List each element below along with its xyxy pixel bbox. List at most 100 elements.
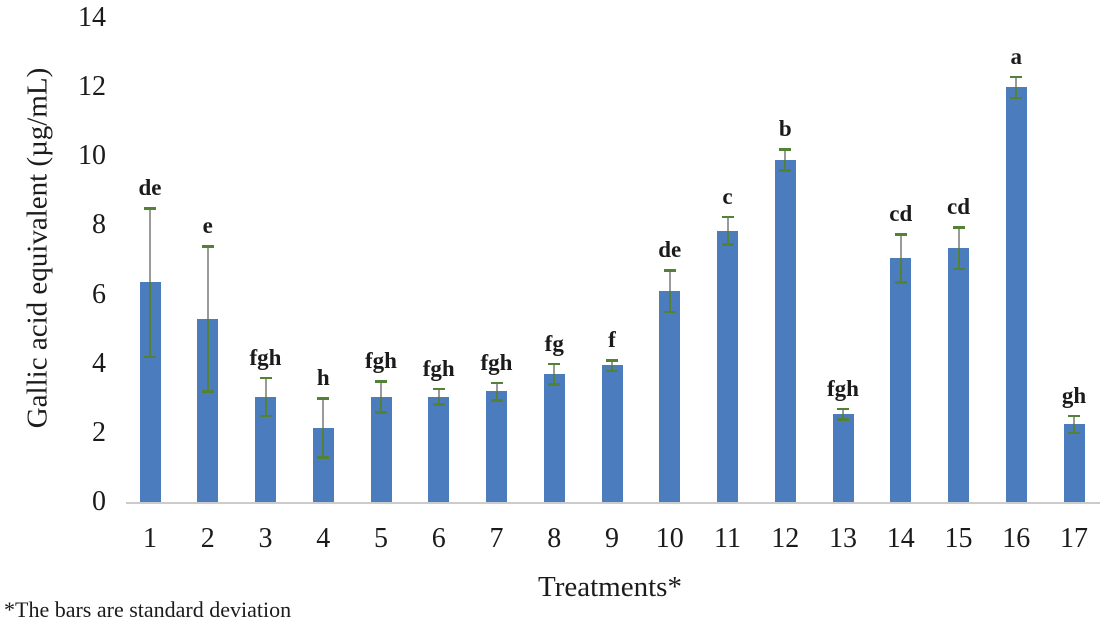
x-tick-label: 14 xyxy=(886,523,915,554)
significance-letter: f xyxy=(608,327,616,353)
x-tick-label: 15 xyxy=(944,523,973,554)
y-tick-label: 14 xyxy=(78,2,106,34)
error-bar-lower-stem xyxy=(1015,87,1018,98)
x-tick-label: 13 xyxy=(829,523,857,554)
significance-letter: fgh xyxy=(365,348,397,373)
significance-letter: cd xyxy=(947,194,970,220)
error-bar-top-cap xyxy=(1010,75,1023,79)
error-bar-lower-stem xyxy=(784,159,787,171)
x-tick-label: 1 xyxy=(143,523,157,554)
significance-letter: b xyxy=(778,116,792,142)
x-tick-label: 5 xyxy=(374,523,388,554)
error-bar-stem xyxy=(437,388,440,397)
error-bar-top-cap xyxy=(317,397,330,400)
bar xyxy=(659,291,681,502)
error-bar-top-cap xyxy=(952,226,965,229)
error-bar-top-cap xyxy=(432,387,445,391)
error-bar-lower-stem xyxy=(149,282,151,357)
x-tick-label: 8 xyxy=(547,523,562,554)
error-bar-lower-stem xyxy=(495,391,498,401)
bar xyxy=(832,413,854,502)
x-tick-label: 2 xyxy=(200,523,215,554)
significance-letter: de xyxy=(658,237,682,263)
error-bar-top-cap xyxy=(663,269,676,272)
significance-letter: e xyxy=(202,213,213,239)
bar xyxy=(601,365,623,502)
significance-letter: fgh xyxy=(249,344,282,370)
y-tick-label: 10 xyxy=(78,140,106,172)
x-tick-label: 7 xyxy=(489,523,504,554)
x-tick-label: 11 xyxy=(714,523,741,554)
error-bar-bottom-cap xyxy=(837,418,849,421)
error-bar-bottom-cap xyxy=(1010,96,1023,100)
error-bar-lower-stem xyxy=(1073,424,1075,433)
bar xyxy=(774,159,796,502)
error-bar-bottom-cap xyxy=(201,390,214,393)
bar xyxy=(486,391,507,502)
y-tick-label: 2 xyxy=(92,416,106,448)
error-bar-bottom-cap xyxy=(663,310,676,314)
error-bar-bottom-cap xyxy=(606,369,618,373)
error-bar-stem xyxy=(611,360,613,366)
bar xyxy=(312,427,334,502)
x-tick-label: 6 xyxy=(431,523,446,554)
error-bar-lower-stem xyxy=(322,427,325,458)
bar xyxy=(717,230,738,502)
bar xyxy=(1063,424,1085,502)
error-bar-stem xyxy=(206,246,209,319)
error-bar-stem xyxy=(899,234,902,259)
error-bar-stem xyxy=(1015,76,1018,88)
error-bar-top-cap xyxy=(375,380,387,383)
error-bar-lower-stem xyxy=(726,230,729,245)
error-bar-bottom-cap xyxy=(1068,431,1080,435)
error-bar-top-cap xyxy=(548,362,561,366)
error-bar-bottom-cap xyxy=(375,411,387,414)
error-bar-stem xyxy=(842,408,844,414)
error-bar-top-cap xyxy=(837,407,849,411)
error-bar-stem xyxy=(264,377,267,397)
error-bar-top-cap xyxy=(144,207,156,210)
x-tick-label: 12 xyxy=(771,523,800,554)
x-tick-label: 17 xyxy=(1060,523,1088,554)
significance-letter: c xyxy=(722,183,733,209)
error-bar-lower-stem xyxy=(206,318,209,392)
x-tick-label: 4 xyxy=(316,523,331,554)
error-bar-top-cap xyxy=(259,376,272,380)
error-bar-lower-stem xyxy=(957,247,960,269)
error-bar-stem xyxy=(957,227,960,248)
significance-letter: h xyxy=(316,365,330,391)
error-bar-bottom-cap xyxy=(432,403,445,406)
error-bar-bottom-cap xyxy=(259,414,272,418)
bar xyxy=(1005,87,1027,502)
error-bar-top-cap xyxy=(779,148,792,151)
error-bar-bottom-cap xyxy=(144,355,156,359)
bar xyxy=(197,318,219,502)
significance-letter: fgh xyxy=(422,355,455,381)
bar xyxy=(428,396,450,502)
error-bar-stem xyxy=(726,216,729,231)
error-bar-bottom-cap xyxy=(721,243,734,246)
error-bar-stem xyxy=(495,382,498,392)
x-axis-line xyxy=(126,502,1100,504)
x-tick-label: 9 xyxy=(605,523,619,554)
error-bar-lower-stem xyxy=(899,258,902,283)
error-bar-bottom-cap xyxy=(490,399,503,402)
significance-letter: a xyxy=(1010,43,1023,69)
error-bar-stem xyxy=(784,149,787,160)
x-tick-label: 10 xyxy=(655,523,684,554)
x-tick-label: 3 xyxy=(258,523,273,554)
y-tick-label: 0 xyxy=(92,486,106,517)
y-tick-label: 8 xyxy=(92,209,106,241)
error-bar-lower-stem xyxy=(611,365,613,371)
error-bar-lower-stem xyxy=(380,396,382,413)
error-bar-lower-stem xyxy=(668,291,671,312)
error-bar-bottom-cap xyxy=(779,169,792,172)
error-bar-stem xyxy=(668,270,671,292)
significance-letter: fgh xyxy=(480,349,513,375)
error-bar-bottom-cap xyxy=(548,383,561,386)
x-axis-title: Treatments* xyxy=(538,571,682,603)
chart-footnote: *The bars are standard deviation xyxy=(4,597,292,622)
bar xyxy=(948,247,969,502)
error-bar-top-cap xyxy=(894,233,907,236)
